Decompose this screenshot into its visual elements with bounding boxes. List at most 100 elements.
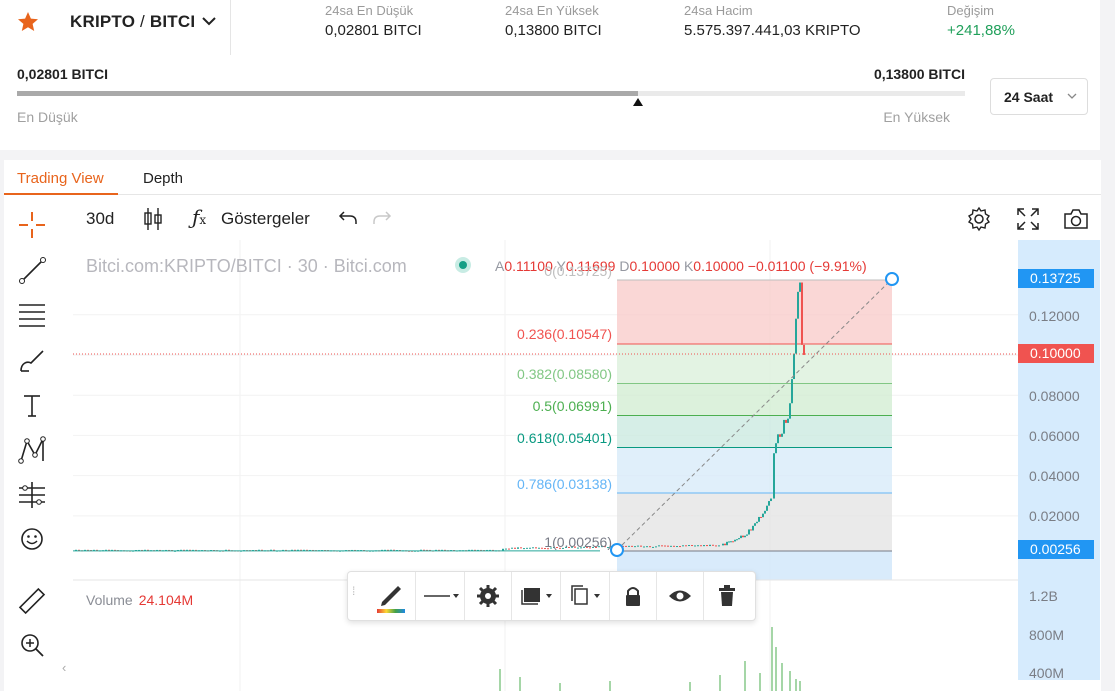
settings-gear-icon[interactable]	[966, 206, 992, 232]
volume-bar	[744, 661, 746, 691]
candle	[508, 549, 510, 550]
visibility-button[interactable]	[657, 572, 703, 620]
candle	[768, 501, 770, 506]
candle	[779, 434, 781, 437]
fib-label-0382: 0.382(0.08580)	[517, 366, 612, 382]
candle	[646, 546, 648, 547]
candle	[667, 546, 669, 547]
fib-label-0786: 0.786(0.03138)	[517, 476, 612, 492]
close-key: K	[684, 258, 693, 274]
lock-icon	[610, 572, 656, 620]
candle	[803, 345, 805, 355]
clone-button[interactable]	[561, 572, 609, 620]
eye-icon	[657, 572, 703, 620]
candle	[762, 514, 764, 518]
volume-bar	[799, 681, 801, 691]
volume-tick: 1.2B	[1029, 588, 1058, 604]
candle	[655, 546, 657, 547]
fib-handle-bottom[interactable]	[611, 544, 623, 556]
drawing-settings-button[interactable]	[465, 572, 511, 620]
candle	[697, 545, 699, 546]
low-value: 0.10000	[629, 258, 680, 274]
candle	[709, 545, 711, 546]
chart-symbol-title: Bitci.com:KRIPTO/BITCI · 30 · Bitci.com	[86, 256, 407, 277]
candle	[685, 545, 687, 546]
candle	[535, 547, 537, 548]
indicators-icon[interactable]: ƒx	[192, 205, 206, 229]
fib-label-05: 0.5(0.06991)	[533, 398, 612, 414]
candle	[773, 453, 775, 498]
candle	[502, 549, 504, 551]
candle	[787, 419, 789, 423]
candle	[781, 434, 783, 437]
fib-handle-top[interactable]	[886, 273, 898, 285]
drag-handle-icon[interactable]: ⁞	[352, 588, 355, 594]
indicators-button[interactable]: Göstergeler	[221, 209, 310, 229]
measure-tools-icon[interactable]	[15, 478, 49, 512]
horizontal-lines-icon[interactable]	[15, 298, 49, 332]
fib-zone	[617, 384, 892, 416]
open-key: A	[495, 258, 504, 274]
line-style-button[interactable]	[416, 572, 464, 620]
text-icon[interactable]	[15, 388, 49, 422]
candle	[649, 546, 651, 547]
candle	[783, 420, 785, 434]
volume-legend: Volume 24.104M	[86, 592, 193, 608]
crosshair-icon[interactable]	[15, 208, 49, 242]
candle	[754, 523, 756, 526]
candle	[789, 403, 791, 418]
undo-icon[interactable]	[338, 210, 358, 226]
fib-label-0236: 0.236(0.10547)	[517, 326, 612, 342]
brush-icon[interactable]	[15, 343, 49, 377]
line-style-icon	[416, 572, 464, 620]
fib-label-0: 0(0.13725)	[544, 263, 612, 279]
volume-bar	[519, 677, 521, 691]
template-button[interactable]	[512, 572, 560, 620]
candle	[766, 506, 768, 511]
fibonacci-retracement[interactable]	[617, 280, 892, 580]
candle	[670, 546, 672, 547]
trend-line-icon[interactable]	[15, 253, 49, 287]
candle	[799, 283, 801, 292]
volume-bar	[689, 682, 691, 691]
candle	[517, 547, 519, 548]
lock-button[interactable]	[610, 572, 656, 620]
candle	[736, 539, 738, 540]
candle	[785, 420, 787, 423]
ruler-icon[interactable]	[15, 584, 49, 618]
volume-bar	[609, 681, 611, 691]
candle	[652, 547, 654, 548]
volume-bar	[775, 647, 777, 691]
emoji-icon[interactable]	[15, 522, 49, 556]
candle	[718, 545, 720, 546]
close-value: 0.10000	[693, 258, 744, 274]
price-axis-highlight	[1018, 240, 1100, 680]
candle	[700, 545, 702, 546]
fullscreen-icon[interactable]	[1016, 207, 1040, 231]
candle	[795, 319, 797, 354]
candle	[520, 547, 522, 548]
price-tick: 0.12000	[1029, 308, 1080, 324]
candle	[673, 546, 675, 547]
candle	[541, 548, 543, 549]
candle	[511, 548, 513, 549]
redo-icon[interactable]	[372, 210, 392, 226]
candle-style-icon[interactable]	[142, 206, 164, 232]
line-color-button[interactable]	[368, 572, 414, 620]
collapse-toolbar-icon[interactable]: ‹	[62, 660, 66, 675]
candle	[746, 535, 748, 536]
candle	[740, 536, 742, 538]
candle	[760, 517, 762, 518]
candle	[682, 545, 684, 546]
interval-button[interactable]: 30d	[86, 209, 114, 229]
gear-icon	[465, 572, 511, 620]
pattern-icon[interactable]	[15, 433, 49, 467]
candle	[529, 548, 531, 549]
zoom-in-icon[interactable]	[15, 628, 49, 662]
candle	[640, 546, 642, 547]
template-icon	[512, 572, 560, 620]
candle	[631, 546, 633, 547]
delete-drawing-button[interactable]	[704, 572, 750, 620]
candle	[694, 545, 696, 546]
camera-icon[interactable]	[1062, 207, 1090, 231]
